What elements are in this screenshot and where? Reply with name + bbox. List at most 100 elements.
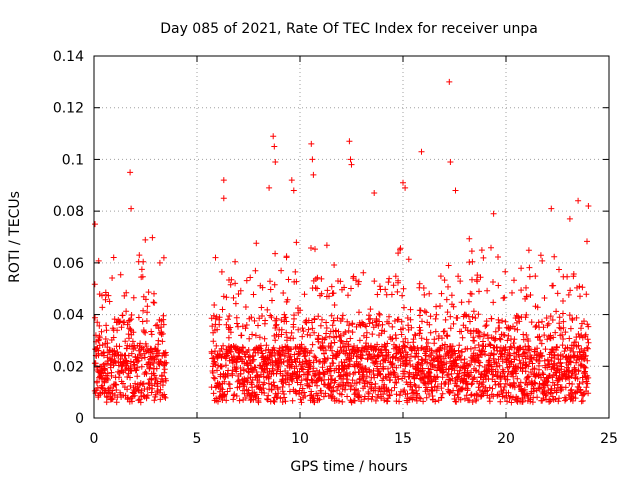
data-point [526, 264, 533, 271]
data-point [320, 344, 326, 351]
data-point [470, 375, 477, 382]
data-point [553, 362, 560, 369]
data-point [514, 326, 521, 333]
data-point [495, 282, 502, 289]
data-point [128, 205, 135, 212]
data-point [366, 369, 373, 376]
data-point [397, 362, 404, 369]
data-point [311, 316, 318, 323]
data-point [211, 359, 218, 366]
data-point [330, 360, 337, 367]
data-point [366, 351, 373, 357]
data-point [523, 311, 530, 318]
data-point [347, 335, 354, 342]
data-point [152, 391, 159, 398]
data-point [540, 371, 547, 378]
data-point [149, 234, 156, 241]
data-point [560, 318, 567, 325]
data-point [135, 386, 142, 393]
data-point [151, 290, 157, 297]
data-point [450, 320, 457, 327]
data-point [518, 265, 525, 272]
data-point [538, 340, 545, 347]
data-point [564, 344, 571, 351]
data-point [467, 345, 474, 352]
data-point [232, 258, 239, 265]
data-point [513, 370, 519, 377]
data-point [393, 391, 400, 398]
data-point [464, 367, 471, 374]
data-point [314, 336, 321, 343]
data-point [163, 359, 170, 366]
data-point [499, 358, 506, 365]
data-point [560, 324, 567, 331]
data-point [104, 340, 111, 347]
data-point [249, 358, 256, 364]
data-point [376, 310, 382, 317]
data-point [349, 321, 356, 328]
data-point [144, 303, 151, 310]
data-point [522, 349, 528, 356]
data-point [511, 325, 518, 332]
data-point [160, 254, 167, 261]
data-point [330, 290, 337, 297]
data-point [343, 347, 350, 354]
data-point [375, 322, 382, 329]
data-point [447, 159, 454, 165]
data-point [130, 294, 137, 301]
x-axis-label: GPS time / hours [290, 459, 407, 475]
data-point [311, 353, 318, 360]
data-point [464, 385, 471, 392]
data-point [116, 374, 122, 381]
data-point [499, 317, 506, 324]
data-point [279, 388, 286, 395]
data-point [268, 386, 275, 393]
data-point [215, 398, 221, 405]
data-point [342, 329, 349, 336]
data-point [252, 364, 259, 371]
data-point [118, 324, 125, 331]
data-point [423, 394, 430, 401]
data-point [159, 338, 166, 345]
data-point [161, 369, 168, 376]
data-point [335, 328, 342, 335]
data-point [569, 381, 576, 387]
data-point [397, 245, 404, 252]
data-point [275, 390, 282, 397]
data-point [289, 397, 296, 404]
data-point [353, 277, 359, 284]
data-point [376, 311, 383, 318]
data-point [316, 396, 323, 403]
data-point [496, 335, 503, 342]
data-point [322, 347, 329, 354]
data-point [117, 351, 124, 358]
data-point [244, 362, 251, 369]
data-point [94, 385, 101, 391]
data-point [263, 361, 269, 368]
data-point [108, 369, 115, 376]
data-point [467, 361, 473, 368]
data-point [466, 235, 473, 242]
data-point [432, 378, 439, 385]
data-point [389, 323, 396, 330]
data-point [534, 304, 541, 311]
data-point [144, 309, 151, 316]
data-point [109, 396, 116, 403]
data-point [363, 329, 370, 336]
data-point [346, 322, 352, 329]
data-point [377, 371, 384, 378]
data-point [336, 398, 342, 404]
data-point [344, 393, 351, 400]
data-point [135, 357, 142, 364]
data-point [525, 363, 532, 370]
data-point [337, 332, 344, 339]
data-point [497, 336, 504, 343]
data-point [139, 273, 146, 280]
data-point [517, 360, 524, 367]
data-point [302, 345, 309, 352]
data-point [319, 316, 325, 323]
data-point [523, 332, 530, 338]
data-point [264, 396, 270, 402]
data-point [355, 278, 362, 285]
data-point [565, 291, 572, 298]
